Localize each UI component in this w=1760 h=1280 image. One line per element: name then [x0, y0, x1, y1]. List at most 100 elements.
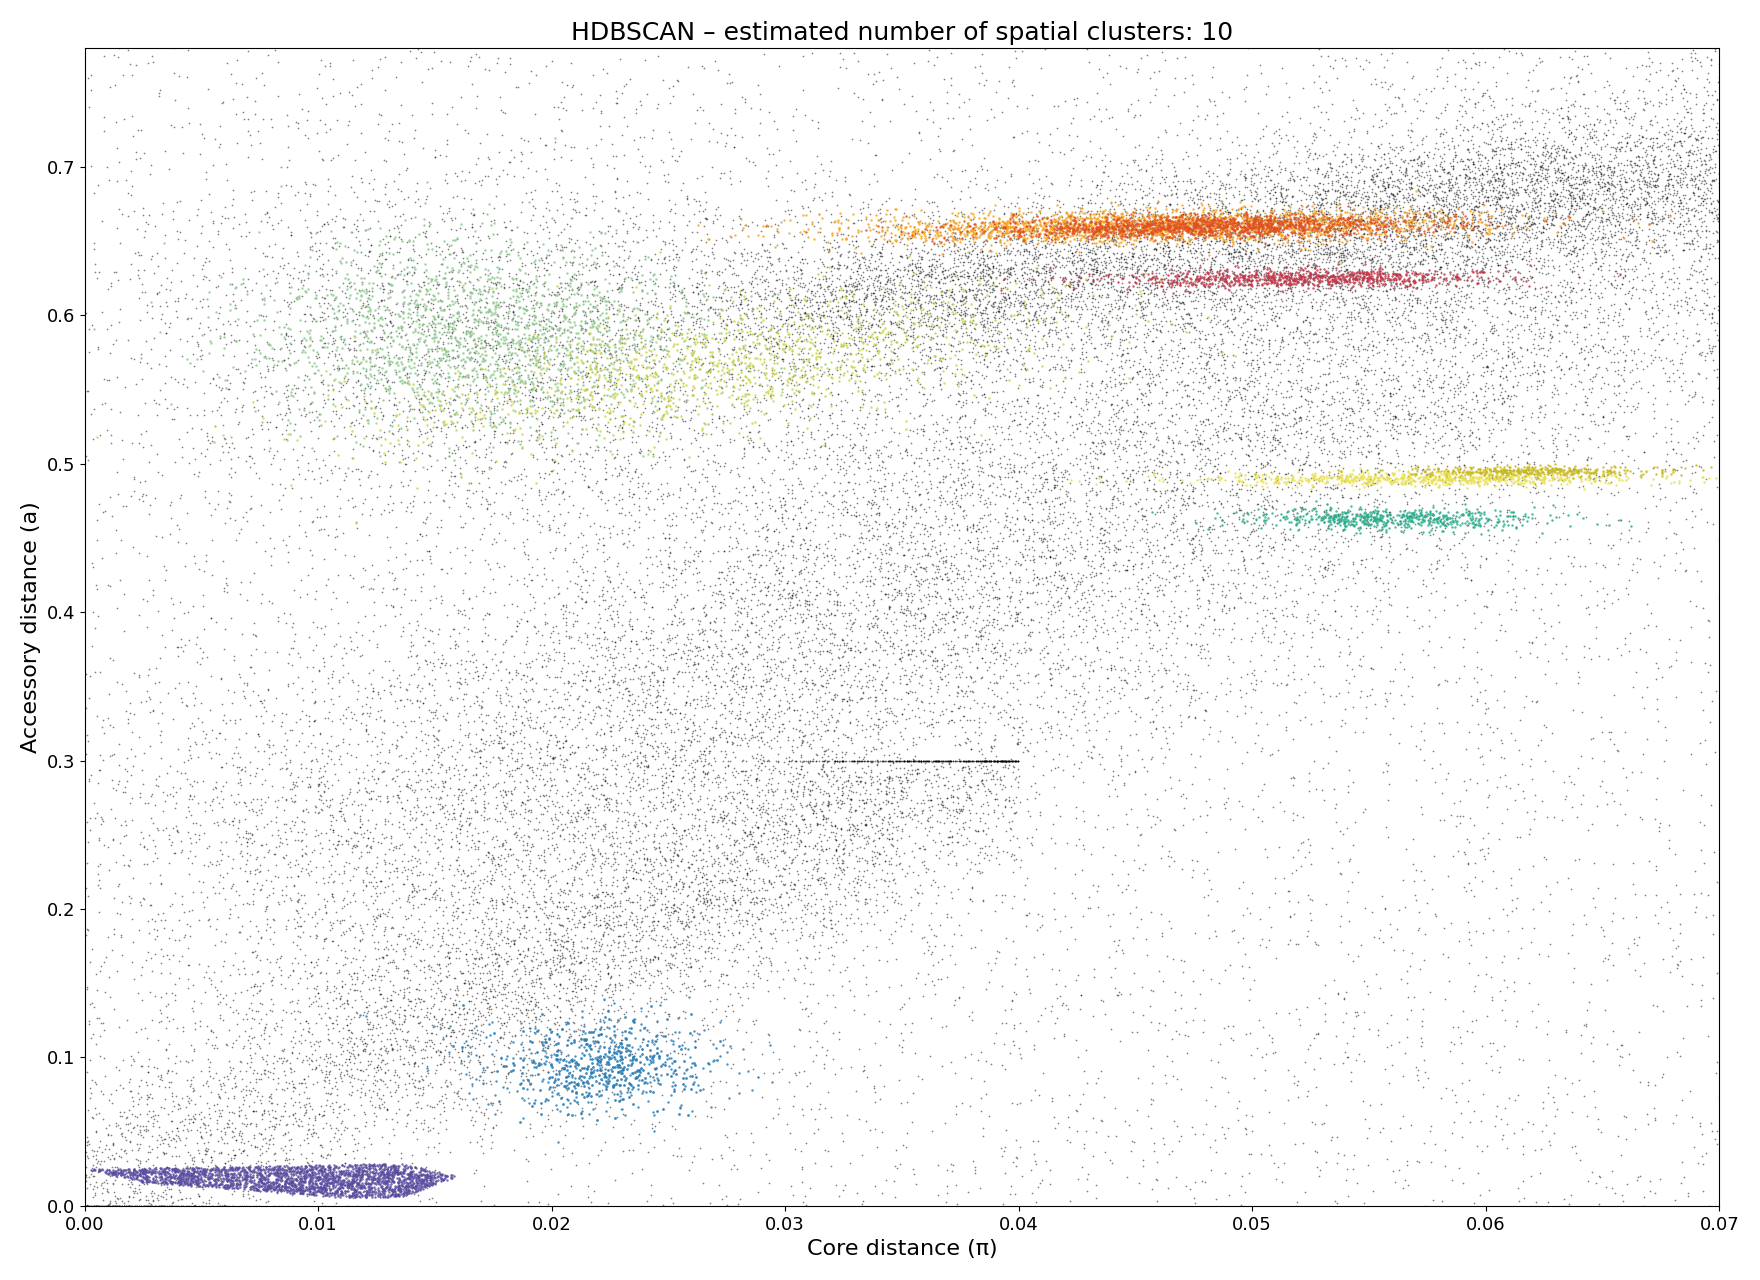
Point [658, 570, 686, 590]
Point [1016, 220, 1044, 241]
Point [651, 165, 679, 186]
Point [1146, 224, 1174, 244]
Point [187, 1121, 215, 1142]
Point [1258, 220, 1287, 241]
Point [503, 731, 532, 751]
Point [269, 1180, 297, 1201]
Point [507, 763, 535, 783]
Point [231, 109, 259, 129]
Point [486, 87, 514, 108]
Point [1010, 292, 1038, 312]
Point [1345, 259, 1373, 279]
Point [614, 969, 642, 989]
Point [841, 1082, 869, 1102]
Point [1028, 219, 1056, 239]
Point [1443, 306, 1471, 326]
Point [1195, 347, 1223, 367]
Point [1422, 512, 1450, 532]
Point [1614, 584, 1642, 604]
Point [1148, 339, 1176, 360]
Point [818, 343, 847, 364]
Point [894, 804, 922, 824]
Point [681, 1030, 709, 1051]
Point [630, 849, 658, 869]
Point [1216, 227, 1244, 247]
Point [290, 1166, 319, 1187]
Point [253, 1101, 282, 1121]
Point [1318, 265, 1346, 285]
Point [400, 352, 428, 372]
Point [681, 759, 709, 780]
Point [1316, 218, 1345, 238]
Point [1454, 232, 1482, 252]
Point [294, 1128, 322, 1148]
Point [458, 411, 486, 431]
Point [718, 567, 746, 588]
Point [936, 210, 964, 230]
Point [1024, 279, 1052, 300]
Point [980, 307, 1008, 328]
Point [357, 332, 385, 352]
Point [806, 611, 834, 631]
Point [1457, 184, 1485, 205]
Point [1588, 166, 1616, 187]
Point [486, 919, 514, 940]
Point [1172, 314, 1200, 334]
Point [1417, 562, 1445, 582]
Point [1126, 220, 1155, 241]
Point [1684, 236, 1712, 256]
Point [1552, 169, 1580, 189]
Point [1206, 463, 1234, 484]
Point [352, 721, 380, 741]
Point [414, 316, 442, 337]
Point [382, 691, 410, 712]
Point [1186, 411, 1214, 431]
Point [1139, 219, 1167, 239]
Point [741, 312, 769, 333]
Point [1505, 201, 1533, 221]
Point [370, 389, 398, 410]
Point [1339, 421, 1368, 442]
Point [461, 375, 489, 396]
Point [590, 943, 618, 964]
Point [185, 1010, 213, 1030]
Point [1360, 150, 1389, 170]
Point [574, 250, 602, 270]
Point [1292, 219, 1320, 239]
Point [459, 293, 488, 314]
Point [1255, 189, 1283, 210]
Point [584, 282, 612, 302]
Point [354, 307, 382, 328]
Point [408, 324, 436, 344]
Point [1037, 205, 1065, 225]
Point [1125, 379, 1153, 399]
Point [347, 1166, 375, 1187]
Point [889, 648, 917, 668]
Point [1297, 187, 1325, 207]
Point [1366, 188, 1394, 209]
Point [473, 897, 502, 918]
Point [1686, 682, 1714, 703]
Point [973, 434, 1001, 454]
Point [470, 778, 498, 799]
Point [1500, 472, 1528, 493]
Point [961, 1162, 989, 1183]
Point [283, 916, 312, 937]
Point [704, 406, 732, 426]
Point [1100, 552, 1128, 572]
Point [1280, 623, 1308, 644]
Point [1079, 966, 1107, 987]
Point [1054, 357, 1082, 378]
Point [595, 700, 623, 721]
Point [1079, 224, 1107, 244]
Point [289, 1178, 317, 1198]
Point [1258, 220, 1287, 241]
Point [468, 972, 496, 992]
Point [635, 1039, 664, 1060]
Point [93, 1147, 121, 1167]
Point [1156, 218, 1184, 238]
Point [662, 247, 690, 268]
Point [1626, 204, 1654, 224]
Point [1072, 219, 1100, 239]
Point [1190, 266, 1218, 287]
